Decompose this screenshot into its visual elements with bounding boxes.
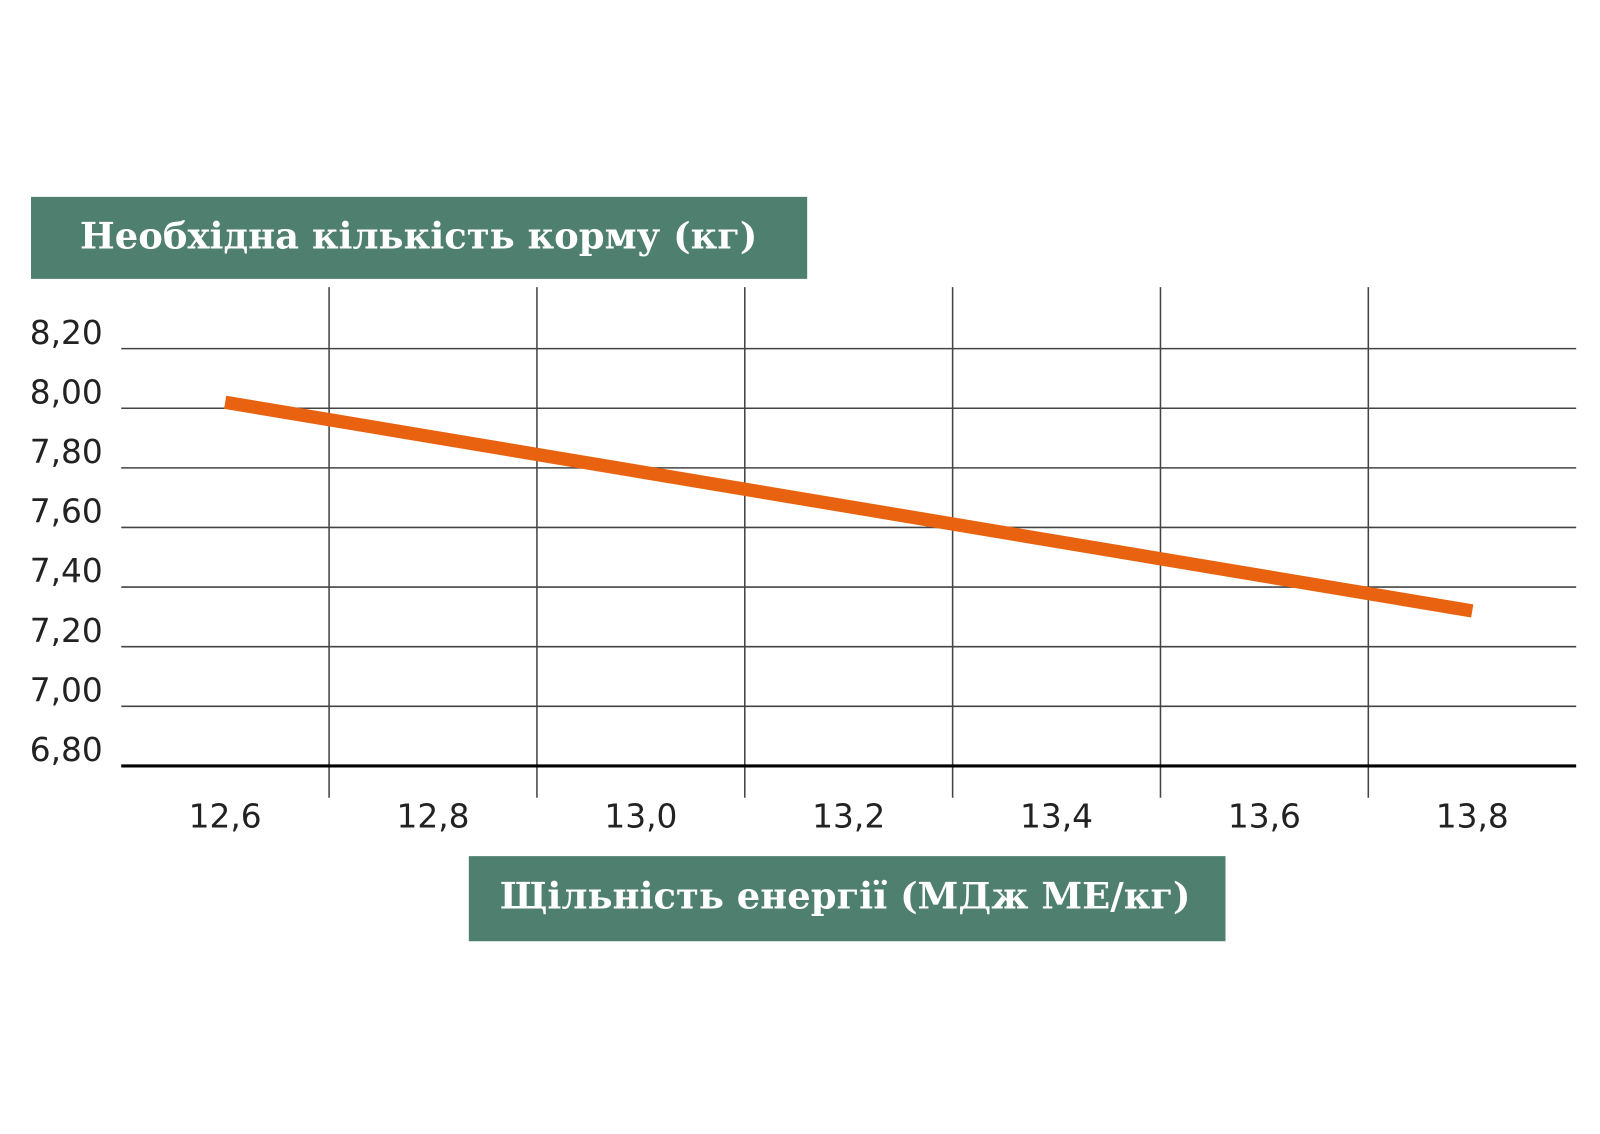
x-label-box <box>468 856 1226 942</box>
y-axis-label: Необхідна кількість корму (кг) <box>80 213 757 257</box>
y-tick-label: 8,20 <box>30 314 103 352</box>
x-tick-label: 12,8 <box>396 798 469 836</box>
y-tick-label: 7,20 <box>30 612 103 650</box>
y-tick-label: 7,00 <box>30 671 103 709</box>
x-axis-label: Щільність енергії (МДж МЕ/кг) <box>500 874 1191 918</box>
x-tick-label: 13,2 <box>812 798 885 836</box>
y-tick-label: 6,80 <box>30 731 103 769</box>
data-line <box>224 395 1474 618</box>
x-tick-label: 13,8 <box>1436 798 1509 836</box>
x-tick-label: 13,4 <box>1020 798 1093 836</box>
x-tick-label: 12,6 <box>189 798 262 836</box>
y-tick-label: 7,60 <box>30 493 103 531</box>
y-tick-label: 7,80 <box>30 433 103 471</box>
x-tick-label: 13,6 <box>1228 798 1301 836</box>
y-label-box <box>31 196 808 279</box>
y-tick-label: 8,00 <box>30 373 103 411</box>
x-tick-label: 13,0 <box>604 798 677 836</box>
y-tick-label: 7,40 <box>30 552 103 590</box>
